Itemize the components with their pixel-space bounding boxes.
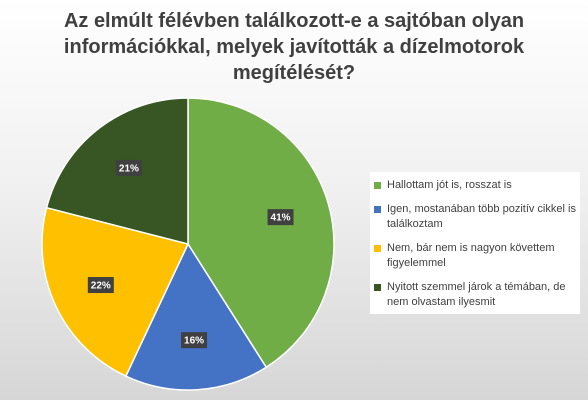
legend-swatch-4: [374, 284, 381, 291]
legend-item-4: Nyitott szemmel járok a témában, de nem …: [374, 280, 576, 310]
data-label-box-4: [115, 159, 142, 176]
data-label-text-3: 22%: [91, 281, 111, 292]
pie-slice-3: [41, 206, 190, 378]
legend-label-4: Nyitott szemmel járok a témában, de nem …: [387, 281, 566, 308]
legend-label-3: Nem, bár nem is nagyon követtem figyelem…: [387, 242, 555, 269]
legend-label-1: Hallottam jót is, rosszat is: [387, 179, 512, 191]
pie-slice-1: [187, 97, 335, 369]
data-label-text-4: 21%: [119, 163, 139, 174]
legend-swatch-3: [374, 245, 381, 252]
data-label-box-3: [87, 277, 114, 294]
legend: Hallottam jót is, rosszat is Igen, mosta…: [370, 172, 580, 314]
data-label-box-2: [181, 332, 208, 349]
chart-title: Az elmúlt félévben találkozott-e a sajtó…: [63, 10, 525, 84]
legend-label-2: Igen, mostanában több pozitív cikkel is …: [387, 203, 576, 230]
pie-slice-2: [124, 242, 268, 391]
data-label-text-2: 16%: [184, 336, 204, 347]
data-label-2: 16%: [181, 332, 208, 349]
data-label-3: 22%: [87, 277, 114, 294]
legend-swatch-1: [374, 182, 381, 189]
data-label-1: 41%: [267, 209, 294, 226]
legend-item-1: Hallottam jót is, rosszat is: [374, 178, 576, 193]
legend-item-2: Igen, mostanában több pozitív cikkel is …: [374, 202, 576, 232]
data-label-box-1: [267, 209, 294, 226]
data-label-text-1: 41%: [271, 213, 291, 224]
data-label-4: 21%: [115, 159, 142, 176]
legend-swatch-2: [374, 206, 381, 213]
legend-item-3: Nem, bár nem is nagyon követtem figyelem…: [374, 241, 576, 271]
